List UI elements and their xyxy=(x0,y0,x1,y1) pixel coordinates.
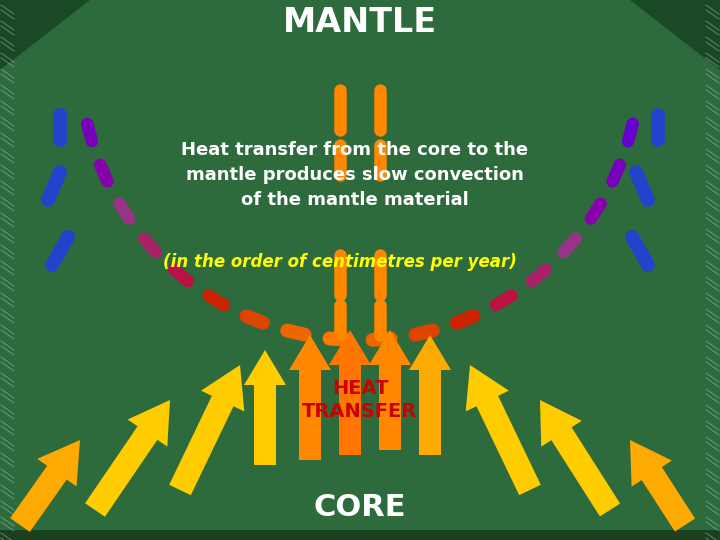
FancyArrow shape xyxy=(466,365,541,495)
FancyArrow shape xyxy=(540,400,620,516)
FancyArrow shape xyxy=(409,335,451,455)
FancyArrow shape xyxy=(369,330,411,450)
Text: (in the order of centimetres per year): (in the order of centimetres per year) xyxy=(163,253,517,271)
Polygon shape xyxy=(0,0,90,70)
FancyArrow shape xyxy=(329,330,371,455)
FancyArrow shape xyxy=(85,400,170,517)
FancyArrow shape xyxy=(244,350,286,465)
FancyArrow shape xyxy=(289,335,331,460)
Text: MANTLE: MANTLE xyxy=(283,5,437,38)
Polygon shape xyxy=(630,0,720,70)
Polygon shape xyxy=(0,530,720,540)
Text: CORE: CORE xyxy=(314,494,406,523)
Text: Heat transfer from the core to the
mantle produces slow convection
of the mantle: Heat transfer from the core to the mantl… xyxy=(181,141,528,209)
FancyArrow shape xyxy=(10,440,80,532)
Text: HEAT
TRANSFER: HEAT TRANSFER xyxy=(302,379,418,421)
FancyArrow shape xyxy=(169,365,244,495)
FancyArrow shape xyxy=(630,440,695,531)
